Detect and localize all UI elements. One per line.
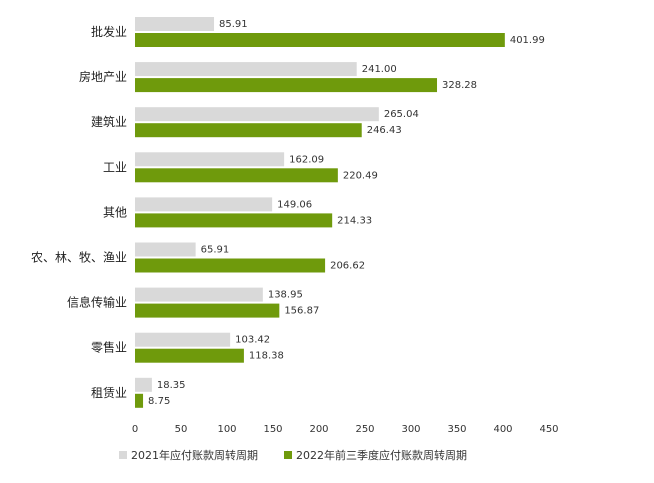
category-label: 农、林、牧、渔业 [31, 251, 127, 265]
x-tick-label: 50 [175, 424, 188, 435]
category-label: 房地产业 [79, 69, 127, 84]
data-label: 138.95 [268, 290, 303, 301]
bar-2022 [135, 348, 244, 363]
bar-2021 [135, 332, 231, 347]
bar-2021 [135, 242, 196, 257]
category-label: 批发业 [91, 24, 127, 39]
bar-2021 [135, 377, 152, 392]
category-label: 信息传输业 [67, 295, 127, 310]
bar-2021 [135, 287, 263, 302]
data-label: 118.38 [249, 351, 284, 362]
bar-2021 [135, 107, 379, 122]
bar-2021 [135, 152, 285, 167]
data-label: 149.06 [277, 199, 312, 210]
data-label: 265.04 [384, 109, 419, 120]
bar-2022 [135, 78, 438, 93]
bar-2022 [135, 123, 362, 138]
x-tick-label: 450 [539, 424, 558, 435]
bar-2022 [135, 393, 144, 408]
x-tick-label: 400 [493, 424, 512, 435]
category-label: 租赁业 [91, 386, 127, 400]
data-label: 214.33 [337, 215, 372, 226]
legend-label: 2021年应付账款周转周期 [131, 448, 258, 462]
data-label: 162.09 [289, 154, 324, 165]
data-label: 85.91 [219, 19, 248, 30]
legend-swatch-2022 [284, 451, 292, 459]
bar-2022 [135, 258, 326, 273]
data-label: 206.62 [330, 261, 365, 272]
data-label: 241.00 [362, 64, 397, 75]
legend-swatch-2021 [119, 451, 127, 459]
data-label: 246.43 [367, 125, 402, 136]
bar-2021 [135, 197, 273, 212]
bar-2021 [135, 17, 215, 31]
bar-2022 [135, 33, 505, 47]
x-tick-label: 250 [355, 424, 374, 435]
data-label: 220.49 [343, 170, 378, 181]
x-tick-label: 0 [132, 424, 138, 435]
x-tick-label: 200 [309, 424, 328, 435]
category-label: 其他 [103, 205, 127, 219]
x-tick-label: 150 [263, 424, 282, 435]
data-label: 328.28 [442, 80, 477, 91]
data-label: 18.35 [157, 380, 186, 391]
category-label: 建筑业 [91, 114, 127, 129]
data-label: 401.99 [510, 35, 545, 46]
x-tick-label: 100 [217, 424, 236, 435]
data-label: 65.91 [201, 245, 230, 256]
category-label: 工业 [103, 160, 127, 174]
x-tick-label: 300 [401, 424, 420, 435]
data-label: 156.87 [284, 306, 319, 317]
category-label: 零售业 [91, 340, 127, 355]
bar-2022 [135, 168, 338, 183]
bar-2021 [135, 62, 357, 77]
data-label: 8.75 [148, 396, 170, 407]
x-tick-label: 350 [447, 424, 466, 435]
bar-2022 [135, 303, 280, 318]
legend-label: 2022年前三季度应付账款周转周期 [296, 448, 467, 462]
data-label: 103.42 [235, 335, 270, 346]
bar-2022 [135, 213, 333, 228]
